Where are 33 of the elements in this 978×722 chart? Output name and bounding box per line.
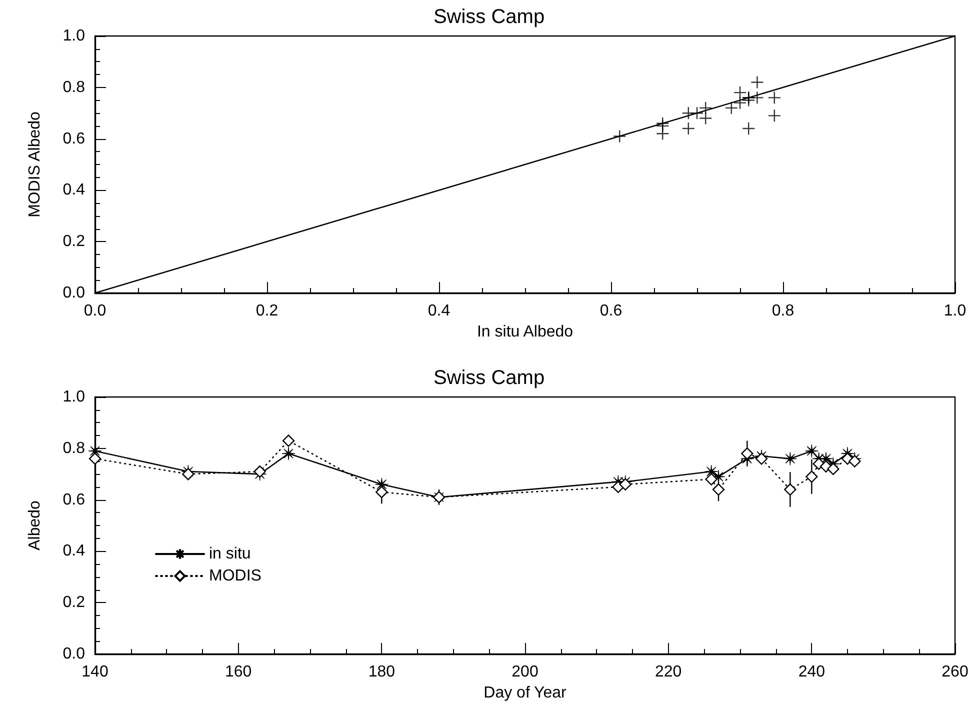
chart-title: Swiss Camp (433, 367, 545, 389)
x-axis-title: In situ Albedo (476, 323, 574, 340)
x-tick-label: 180 (368, 664, 396, 680)
y-tick-label: 0.2 (62, 233, 86, 250)
y-axis-title: MODIS Albedo (26, 111, 44, 218)
x-tick-label: 0.8 (772, 302, 794, 320)
x-tick-label: 200 (512, 664, 538, 680)
x-tick-label: 0.4 (428, 302, 450, 320)
x-tick-label: 140 (82, 664, 108, 680)
y-tick-label: 0.8 (62, 440, 86, 457)
x-tick-label: 260 (942, 664, 968, 680)
chart-title: Swiss Camp (433, 6, 545, 28)
x-tick-label: 0.0 (84, 302, 106, 320)
y-axis-title: Albedo (26, 500, 44, 550)
y-tick-label: 0.0 (62, 284, 86, 302)
legend-label: in situ (209, 546, 251, 562)
x-tick-label: 0.6 (600, 302, 622, 320)
y-tick-label: 0.4 (62, 182, 86, 199)
x-tick-label: 0.2 (256, 302, 278, 320)
y-tick-label: 0.0 (62, 646, 86, 662)
y-tick-label: 0.6 (62, 130, 86, 148)
y-tick-label: 0.8 (62, 78, 86, 96)
legend-label: MODIS (209, 568, 262, 584)
y-tick-label: 1.0 (62, 28, 86, 44)
x-tick-label: 240 (798, 664, 826, 680)
y-tick-label: 0.6 (62, 491, 86, 508)
y-tick-label: 0.4 (62, 542, 86, 560)
y-tick-label: 0.2 (62, 594, 86, 612)
x-tick-label: 1.0 (944, 302, 966, 320)
x-tick-label: 220 (654, 664, 682, 680)
x-axis-title: Day of Year (484, 684, 568, 702)
x-tick-label: 160 (224, 664, 252, 680)
y-tick-label: 1.0 (62, 388, 86, 406)
